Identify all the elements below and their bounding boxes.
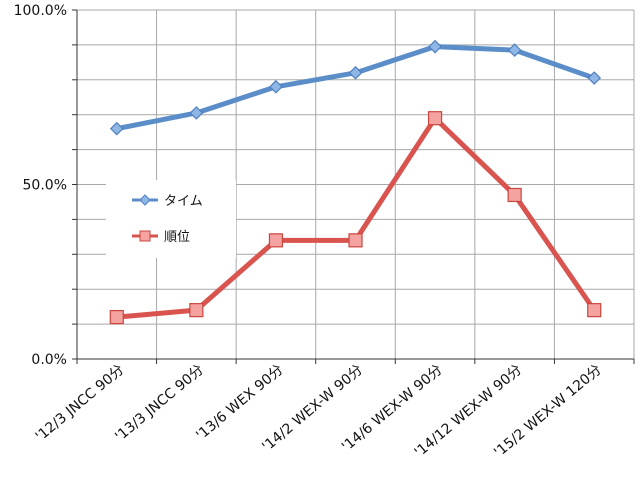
data-point xyxy=(428,39,442,54)
series-line xyxy=(114,44,597,132)
x-category-labels: '12/3 JNCC 90分'13/3 JNCC 90分'13/6 WEX 90… xyxy=(33,362,605,461)
axes xyxy=(72,9,635,364)
data-point xyxy=(189,303,204,318)
data-point xyxy=(507,187,522,203)
data-point xyxy=(269,79,283,94)
series xyxy=(109,39,602,325)
data-point xyxy=(348,233,363,248)
series-time xyxy=(109,39,602,136)
data-point xyxy=(587,303,602,318)
y-tick-label: 0.0% xyxy=(31,352,67,368)
legend-label: 順位 xyxy=(164,230,190,245)
data-point xyxy=(109,310,124,325)
y-tick-label: 100.0% xyxy=(14,3,67,19)
legend-label: タイム xyxy=(164,194,203,209)
y-tick-labels: 0.0% 50.0% 100.0% xyxy=(14,3,67,368)
data-point xyxy=(427,111,443,126)
grid xyxy=(77,9,635,359)
data-point xyxy=(507,43,522,57)
series-rank xyxy=(109,111,602,325)
legend-marker xyxy=(139,230,151,242)
data-point xyxy=(189,106,204,120)
y-tick-label: 50.0% xyxy=(23,178,67,194)
data-point xyxy=(348,65,363,80)
data-point xyxy=(587,71,602,85)
data-point xyxy=(268,233,284,248)
data-point xyxy=(109,121,124,136)
legend-marker xyxy=(139,194,151,206)
legend-box xyxy=(106,180,236,258)
